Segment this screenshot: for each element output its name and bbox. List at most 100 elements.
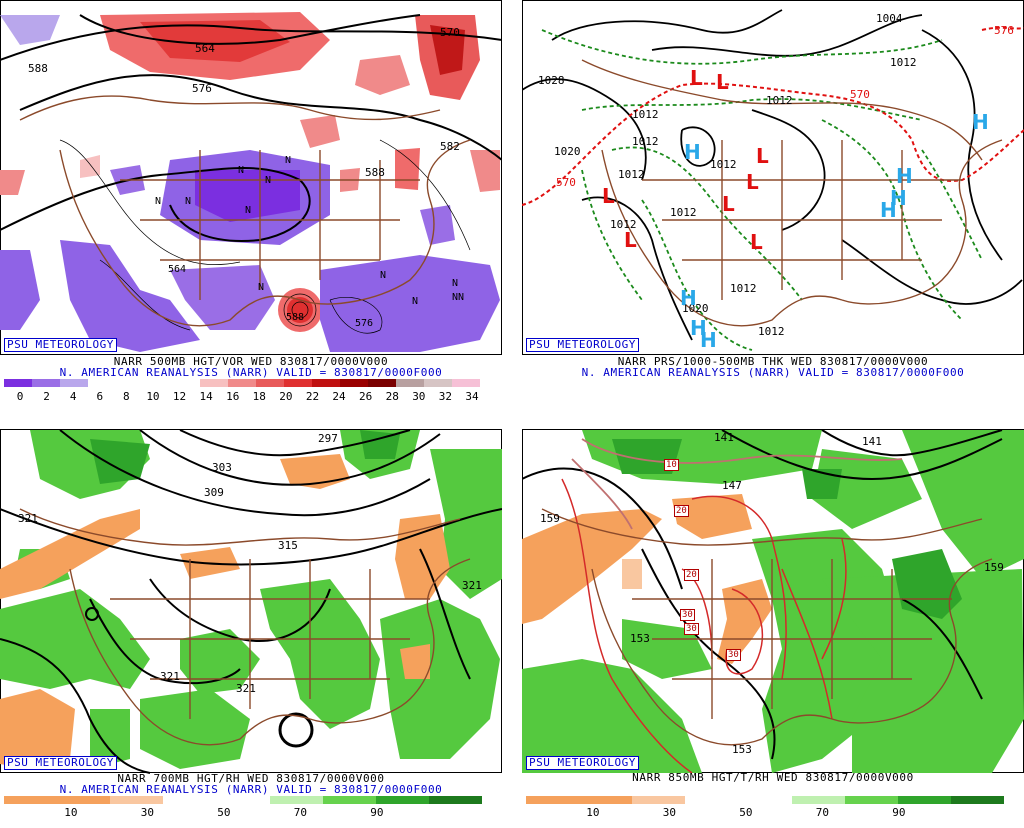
isobar-label: 1020 xyxy=(554,145,581,158)
colorbar-tick-label: 20 xyxy=(279,390,293,403)
map-label: 588 xyxy=(365,166,385,179)
map-label: 576 xyxy=(355,318,374,329)
height-label: 297 xyxy=(318,432,338,445)
low-pressure-marker: L xyxy=(602,184,615,208)
high-pressure-marker: H xyxy=(684,140,701,164)
map-label: 570 xyxy=(440,26,460,39)
colorbar xyxy=(4,379,480,387)
colorbar-tick-label: 90 xyxy=(370,806,384,819)
colorbar xyxy=(4,796,482,804)
colorbar-swatch xyxy=(340,379,368,387)
colorbar-tick-label: 8 xyxy=(123,390,130,403)
isobar-label: 1012 xyxy=(632,108,659,121)
colorbar-swatch xyxy=(897,796,951,804)
height-label: 321 xyxy=(160,670,180,683)
colorbar-tick-label: 70 xyxy=(293,806,307,819)
low-pressure-marker: L xyxy=(690,66,703,90)
height-label: 153 xyxy=(630,632,650,645)
height-label: 321 xyxy=(462,579,482,592)
temperature-label: 20 xyxy=(674,505,689,517)
psu-meteorology-badge: PSU METEOROLOGY xyxy=(526,338,639,352)
map-700mb-rh xyxy=(0,419,502,828)
panel-500mb-vorticity: 588 576 564 570 588 582 588 N N N N N N … xyxy=(0,0,502,409)
map-label: 564 xyxy=(195,42,215,55)
colorbar-swatch xyxy=(284,379,312,387)
colorbar-swatch xyxy=(424,379,452,387)
thickness-label: 576 xyxy=(994,24,1014,37)
colorbar-swatch xyxy=(269,796,323,804)
colorbar-swatch xyxy=(172,379,200,387)
colorbar-tick-label: 4 xyxy=(69,390,77,403)
height-label: 153 xyxy=(732,743,752,756)
colorbar-swatch xyxy=(375,796,429,804)
panel-sea-level-pressure-thickness: 1028 1020 1004 1012 1012 1012 1012 1012 … xyxy=(522,0,1024,409)
colorbar-swatch xyxy=(579,796,633,804)
colorbar-swatch xyxy=(32,379,60,387)
colorbar-tick-label: 10 xyxy=(146,390,160,403)
psu-meteorology-badge: PSU METEOROLOGY xyxy=(4,338,117,352)
panel-700mb-rh: 321 303 309 315 321 321 321 297 PSU METE… xyxy=(0,419,502,828)
caption-line-2: N. AMERICAN REANALYSIS (NARR) VALID = 83… xyxy=(59,366,443,379)
colorbar-swatch xyxy=(57,796,111,804)
thickness-label: 570 xyxy=(850,88,870,101)
colorbar-tick-label: 24 xyxy=(332,390,346,403)
map-label: N xyxy=(238,165,245,176)
caption-line-1: NARR 850MB HGT/T/RH WED 830817/0000V000 xyxy=(632,771,914,784)
colorbar-tick-label: 34 xyxy=(465,390,479,403)
colorbar-swatch xyxy=(526,796,580,804)
colorbar-tick-label: 90 xyxy=(892,806,906,819)
map-label: NN xyxy=(452,292,465,303)
height-label: 147 xyxy=(722,479,742,492)
isobar-label: 1004 xyxy=(876,12,903,25)
caption-line-1: NARR 700MB HGT/RH WED 830817/0000V000 xyxy=(117,772,385,785)
colorbar-tick-label: 0 xyxy=(16,390,24,403)
colorbar-tick-label: 32 xyxy=(438,390,453,403)
isobar-label: 1012 xyxy=(766,94,793,107)
isobar-label: 1028 xyxy=(538,74,565,87)
colorbar-swatch xyxy=(116,379,144,387)
height-label: 321 xyxy=(18,512,38,525)
isobar-label: 1012 xyxy=(730,282,757,295)
map-label: 582 xyxy=(440,140,460,153)
colorbar-tick-label: 6 xyxy=(96,390,104,403)
map-label: N xyxy=(380,270,387,281)
colorbar-swatch xyxy=(256,379,284,387)
isobar-label: 1012 xyxy=(710,158,737,171)
colorbar-tick-label: 50 xyxy=(217,806,231,819)
colorbar-swatch xyxy=(60,379,88,387)
colorbar-swatch xyxy=(452,379,480,387)
temperature-label: 30 xyxy=(726,649,741,661)
colorbar-labels: 10 30 50 70 90 xyxy=(4,806,482,819)
height-label: 321 xyxy=(236,682,256,695)
colorbar-tick-label: 30 xyxy=(412,390,426,403)
height-label: 141 xyxy=(714,431,734,444)
colorbar-swatch xyxy=(4,796,58,804)
low-pressure-marker: L xyxy=(624,228,637,252)
colorbar-swatch xyxy=(88,379,116,387)
temperature-label: 30 xyxy=(680,609,695,621)
low-pressure-marker: L xyxy=(716,70,729,94)
map-label: N xyxy=(452,278,459,289)
map-label: N xyxy=(412,296,419,307)
temperature-label: 30 xyxy=(684,623,699,635)
low-pressure-marker: L xyxy=(756,144,769,168)
colorbar-swatch xyxy=(216,796,270,804)
high-pressure-marker: H xyxy=(890,186,907,210)
colorbar-swatch xyxy=(228,379,256,387)
height-label: 309 xyxy=(204,486,224,499)
colorbar-tick-label: 22 xyxy=(305,390,320,403)
isobar-label: 1020 xyxy=(682,302,709,315)
colorbar-tick-label: 28 xyxy=(385,390,399,403)
psu-meteorology-badge: PSU METEOROLOGY xyxy=(526,756,639,770)
colorbar-tick-label: 50 xyxy=(739,806,753,819)
height-label: 141 xyxy=(862,435,882,448)
high-pressure-marker: H xyxy=(690,316,707,340)
colorbar-swatch xyxy=(396,379,424,387)
colorbar-swatch xyxy=(632,796,686,804)
colorbar-swatch xyxy=(428,796,482,804)
height-label: 159 xyxy=(984,561,1004,574)
high-pressure-marker: H xyxy=(880,198,897,222)
caption-line-1: NARR PRS/1000-500MB THK WED 830817/0000V… xyxy=(617,355,929,368)
colorbar-swatch xyxy=(685,796,739,804)
colorbar-swatch xyxy=(322,796,376,804)
